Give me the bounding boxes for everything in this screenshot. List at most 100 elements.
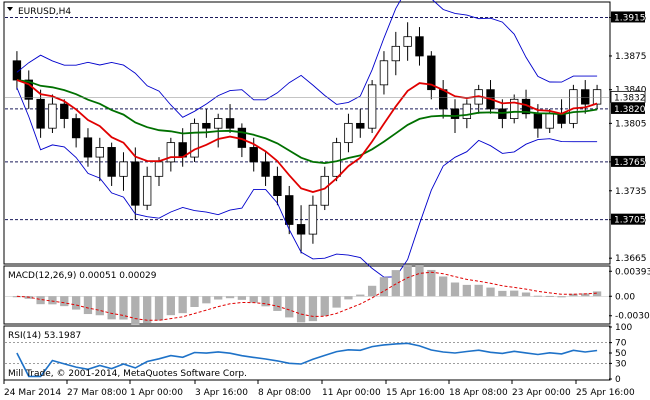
candle-body — [533, 113, 543, 129]
time-tick-label: 11 Apr 00:00 — [322, 388, 381, 398]
candle-body — [285, 195, 294, 225]
bollinger-upper — [16, 0, 598, 118]
candle-body — [296, 224, 306, 235]
rsi-tick-label: 70 — [615, 339, 627, 349]
macd-bar — [143, 296, 152, 324]
time-tick-label: 1 Apr 00:00 — [130, 388, 183, 398]
macd-bar — [296, 296, 306, 323]
macd-bar — [83, 296, 93, 315]
level-label-box — [611, 213, 645, 225]
current-price-label: 1.3832 — [614, 93, 646, 103]
ma-fast — [16, 79, 598, 193]
axis-layer: 1.3915 1.3875 1.3840 1.3805 1.3765 1.3735 1.37… — [3, 11, 650, 398]
time-tick-label: 18 Apr 08:00 — [449, 388, 508, 398]
macd-bar — [521, 292, 531, 297]
candle-body — [344, 122, 353, 144]
candle-body — [154, 161, 164, 177]
macd-bar — [439, 276, 448, 297]
candle-body — [190, 122, 199, 158]
chart-menu-icon[interactable] — [7, 7, 13, 11]
bollinger-lower — [16, 87, 598, 278]
candle-body — [581, 89, 590, 105]
candle-body — [36, 98, 45, 129]
candle-body — [71, 118, 81, 139]
macd-bar — [557, 296, 566, 298]
candle-body — [391, 45, 400, 62]
ma-slow — [16, 79, 598, 165]
candle-body — [273, 175, 282, 196]
candle-body — [450, 108, 460, 119]
macd-bar — [119, 296, 128, 320]
macd-bar — [486, 287, 495, 297]
macd-bar — [569, 293, 578, 297]
candle-body — [249, 147, 258, 163]
price-panel-frame — [3, 1, 611, 265]
rsi-label: RSI(14) 53.1987 — [8, 331, 81, 341]
candle-body — [214, 118, 223, 129]
candle-body — [545, 113, 554, 129]
time-tick-label: 8 Apr 08:00 — [258, 388, 311, 398]
macd-bar — [214, 296, 223, 300]
macd-bar — [71, 296, 81, 310]
time-tick-label: 23 Apr 00:00 — [512, 388, 571, 398]
candle-body — [403, 36, 412, 47]
rsi-tick-label: 100 — [615, 323, 632, 333]
macd-bar — [474, 284, 483, 297]
macd-bar — [202, 296, 211, 304]
candle-body — [332, 142, 341, 177]
candle-body — [107, 147, 116, 177]
candle-body — [415, 36, 424, 57]
candle-body — [24, 79, 33, 100]
rsi-tick-label: 50 — [615, 349, 627, 359]
macd-bar — [166, 296, 175, 316]
symbol-label: EURUSD,H4 — [18, 7, 71, 17]
rsi-tick-label: 30 — [615, 359, 627, 369]
rsi-layer — [5, 342, 609, 378]
candle-body — [142, 175, 152, 206]
price-layer — [5, 0, 609, 278]
macd-bar — [592, 291, 602, 297]
level-label: 1.3705 — [614, 216, 646, 226]
candle-body — [367, 84, 377, 129]
time-tick-label: 15 Apr 16:00 — [386, 388, 445, 398]
macd-bar — [190, 296, 199, 307]
macd-tick-label: -0.00306 — [615, 312, 650, 322]
price-tick-label: 1.3840 — [615, 86, 647, 96]
candle-body — [356, 122, 365, 129]
macd-bar — [273, 296, 282, 311]
macd-signal-line — [16, 271, 598, 321]
price-tick-label: 1.3805 — [615, 119, 647, 129]
macd-bar — [427, 269, 436, 297]
macd-bar — [415, 264, 424, 297]
current-price-box — [610, 90, 646, 103]
macd-bar — [249, 296, 258, 303]
macd-bar — [95, 296, 104, 316]
level-label-box — [611, 11, 645, 23]
macd-bar — [450, 282, 460, 297]
macd-bar — [533, 295, 543, 297]
macd-tick-label: 0.00 — [615, 292, 635, 302]
candle-body — [379, 60, 389, 86]
candle-body — [320, 175, 329, 206]
copyright-label: Mill Trade, © 2001-2014, MetaQuotes Soft… — [8, 369, 247, 379]
macd-bar — [48, 296, 57, 305]
macd-bar — [356, 294, 365, 297]
candle-body — [131, 161, 140, 206]
macd-bar — [379, 277, 389, 297]
macd-bar — [344, 296, 353, 300]
candle-body — [166, 142, 176, 163]
time-tick-label: 24 Mar 2014 — [4, 388, 61, 398]
macd-bar — [178, 296, 187, 314]
macd-bar — [36, 296, 45, 305]
price-tick-label: 1.3875 — [615, 52, 647, 62]
macd-bar — [107, 296, 116, 320]
macd-bar — [225, 296, 235, 299]
level-label: 1.3765 — [614, 158, 646, 168]
price-tick-label: 1.3735 — [615, 187, 647, 197]
macd-bar — [285, 296, 294, 318]
candle-body — [510, 98, 519, 119]
candle-body — [569, 89, 578, 124]
time-tick-label: 25 Apr 16:00 — [576, 388, 635, 398]
candle-body — [83, 137, 93, 158]
